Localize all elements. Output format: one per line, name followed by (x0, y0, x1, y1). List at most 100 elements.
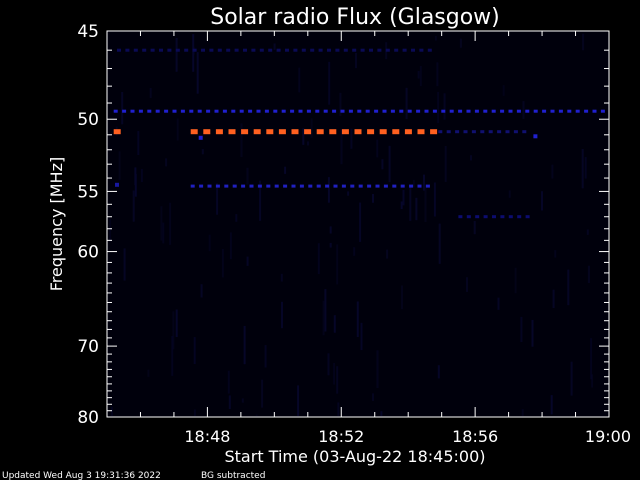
noise-streak (551, 164, 554, 179)
noise-streak (284, 166, 287, 174)
noise-streak (110, 406, 113, 416)
band-dash (301, 48, 306, 52)
band-dash (390, 109, 395, 113)
y-tick-label: 70 (77, 337, 99, 357)
noise-streak (372, 393, 374, 401)
burst-dash (379, 129, 387, 135)
band-dash (293, 48, 298, 52)
band-dash (441, 109, 446, 113)
noise-streak (298, 67, 301, 93)
band-dash (217, 48, 222, 52)
burst-dash (341, 129, 349, 135)
band-dash (308, 184, 313, 188)
noise-streak (241, 398, 244, 403)
noise-streak (281, 301, 283, 329)
x-axis: 18:48 18:52 18:56 19:00 (106, 31, 631, 446)
band-dash (323, 109, 328, 113)
burst-dash (404, 129, 412, 135)
noise-streak (121, 92, 124, 125)
noise-streak (162, 222, 165, 244)
noise-streak (123, 248, 126, 281)
noise-streak (433, 182, 436, 217)
band-dash (113, 109, 118, 113)
band-dash (466, 215, 471, 219)
band-dash (438, 130, 443, 134)
emission-dot (198, 135, 203, 140)
band-dash (550, 109, 555, 113)
band-dash (463, 130, 468, 134)
band-dash (383, 184, 388, 188)
band-dash (449, 109, 454, 113)
band-dash (155, 109, 160, 113)
burst-dash (190, 129, 198, 135)
noise-streak (243, 325, 246, 365)
noise-streak (376, 139, 379, 158)
noise-streak (336, 244, 339, 285)
band-dash (365, 109, 370, 113)
burst-dash (215, 129, 223, 135)
band-dash (508, 215, 513, 219)
band-dash (492, 215, 496, 219)
band-dash (377, 48, 382, 52)
noise-streak (437, 365, 440, 379)
noise-streak (169, 202, 172, 245)
noise-streak (415, 197, 418, 221)
y-axis: 45 50 55 60 70 80 (77, 22, 609, 428)
band-dash (306, 109, 311, 113)
plot-frame (106, 30, 610, 418)
band-dash (214, 109, 219, 113)
noise-streak (591, 374, 594, 388)
noise-streak (175, 309, 178, 337)
noise-streak (280, 273, 283, 282)
band-dash (491, 109, 496, 113)
noise-streak (376, 350, 379, 388)
noise-streak (310, 118, 313, 138)
x-tick-label: 18:56 (452, 427, 498, 446)
band-dash (232, 184, 237, 188)
noise-streak (508, 190, 511, 198)
band-dash (138, 109, 143, 113)
noise-streak (405, 87, 408, 120)
band-dash (352, 48, 357, 52)
burst-dash (367, 129, 375, 135)
band-dash (480, 130, 485, 134)
burst-dash (266, 129, 274, 135)
noise-streak (216, 183, 219, 215)
noise-streak (264, 345, 267, 368)
noise-streak (466, 277, 468, 292)
noise-streak (424, 184, 427, 222)
updated-footer: Updated Wed Aug 3 19:31:36 2022 (2, 471, 161, 480)
band-dash (458, 109, 463, 113)
band-dash (133, 48, 138, 52)
band-dash (117, 48, 121, 52)
band-dash (411, 48, 415, 52)
noise-streak (459, 38, 462, 48)
noise-streak (261, 379, 264, 408)
band-dash (257, 184, 262, 188)
y-tick-label: 50 (77, 110, 99, 130)
noise-streak (140, 168, 143, 183)
noise-streak (409, 186, 412, 221)
band-dash (358, 184, 363, 188)
band-dash (488, 130, 493, 134)
band-dash (382, 109, 387, 113)
chart-title: Solar radio Flux (Glasgow) (210, 5, 500, 30)
band-dash (417, 184, 422, 188)
noise-streak (386, 249, 389, 259)
noise-streak (381, 159, 384, 170)
band-dash (318, 48, 323, 52)
band-dash (392, 184, 397, 188)
band-dash (385, 48, 390, 52)
band-dash (360, 48, 365, 52)
band-dash (402, 48, 407, 52)
band-dash (341, 184, 346, 188)
noise-streak (109, 219, 112, 242)
noise-streak (229, 232, 232, 260)
band-dash (475, 215, 480, 219)
band-dash (505, 130, 510, 134)
band-dash (290, 109, 295, 113)
band-dash (249, 184, 254, 188)
noise-streak (438, 223, 441, 264)
band-dash (264, 109, 269, 113)
